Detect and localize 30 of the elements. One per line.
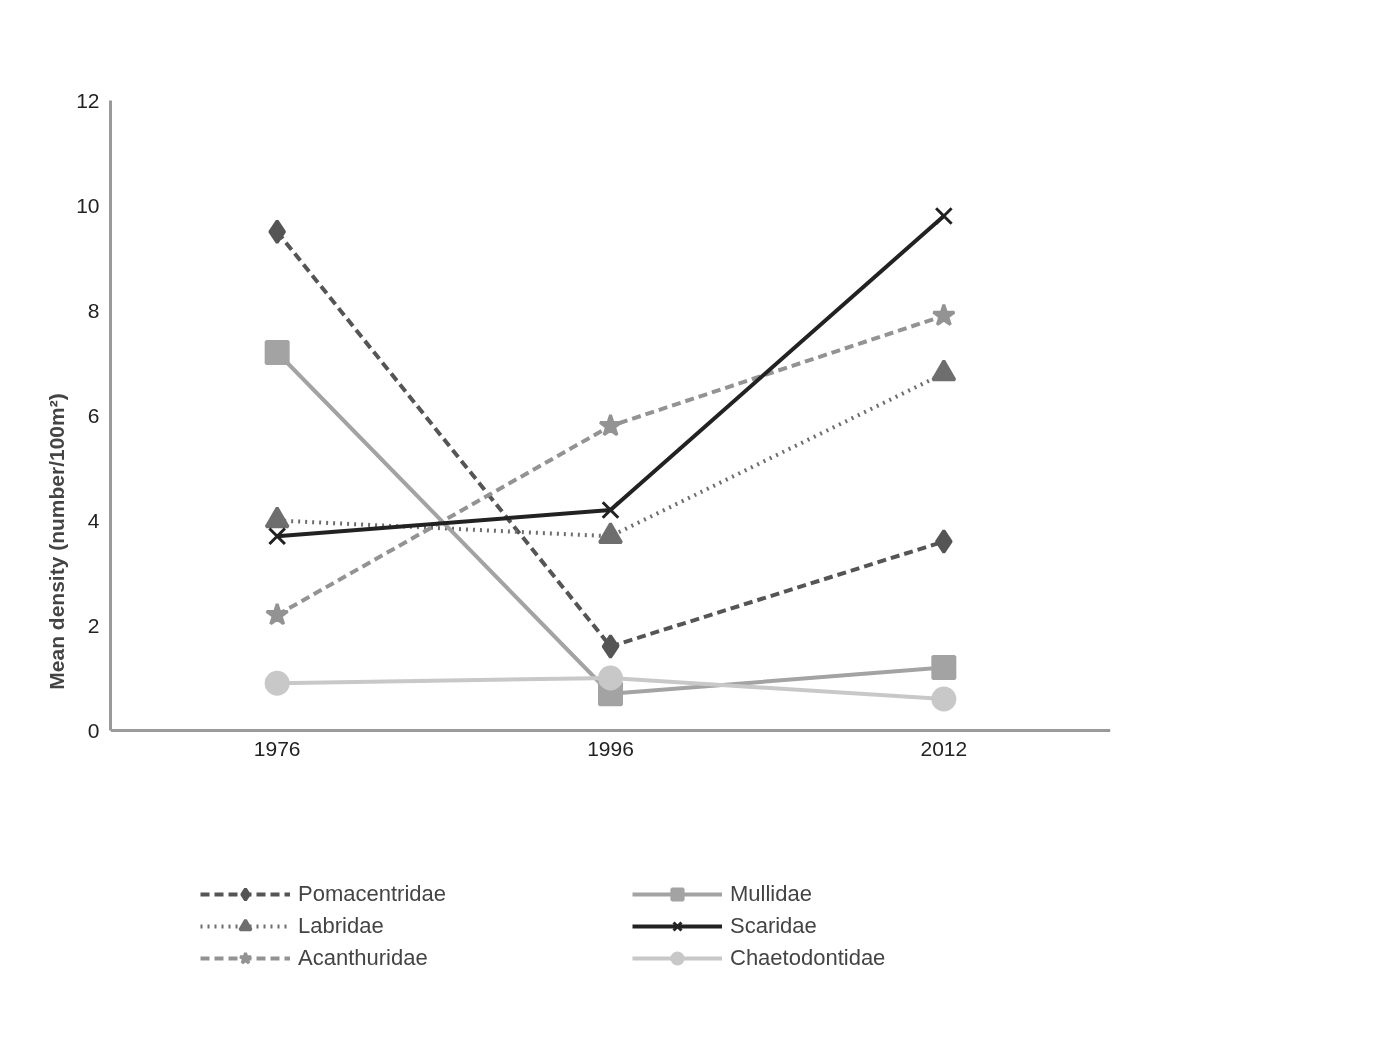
point <box>931 303 956 327</box>
x-tick-label: 1976 <box>253 736 301 760</box>
point <box>601 500 620 520</box>
legend-label: Mullidae <box>730 881 813 907</box>
x-tick-label: 2012 <box>920 736 968 760</box>
point <box>598 413 623 437</box>
y-tick-label: 10 <box>76 193 100 217</box>
y-tick-label: 8 <box>87 298 100 322</box>
y-tick-label: 6 <box>87 403 100 427</box>
point <box>267 526 287 546</box>
y-tick-label: 2 <box>87 613 100 637</box>
point <box>601 634 620 659</box>
legend-label: Chaetodontidae <box>730 945 887 971</box>
point <box>934 206 954 226</box>
point <box>598 665 623 691</box>
point <box>264 340 290 365</box>
legend-label: Labridae <box>298 913 385 939</box>
point <box>264 670 290 696</box>
y-tick-label: 12 <box>76 88 100 112</box>
y-tick-label: 4 <box>87 508 100 532</box>
point <box>935 529 953 554</box>
point <box>265 602 290 626</box>
point <box>931 655 957 680</box>
y-axis-title: Mean density (number/100m²) <box>45 393 69 690</box>
legend-label: Acanthuridae <box>298 945 429 971</box>
legend-label: Scaridae <box>730 913 818 939</box>
x-tick-label: 1996 <box>587 736 634 760</box>
y-tick-label: 0 <box>87 718 100 742</box>
legend-label: Pomacentridae <box>298 881 447 907</box>
point <box>931 686 957 712</box>
